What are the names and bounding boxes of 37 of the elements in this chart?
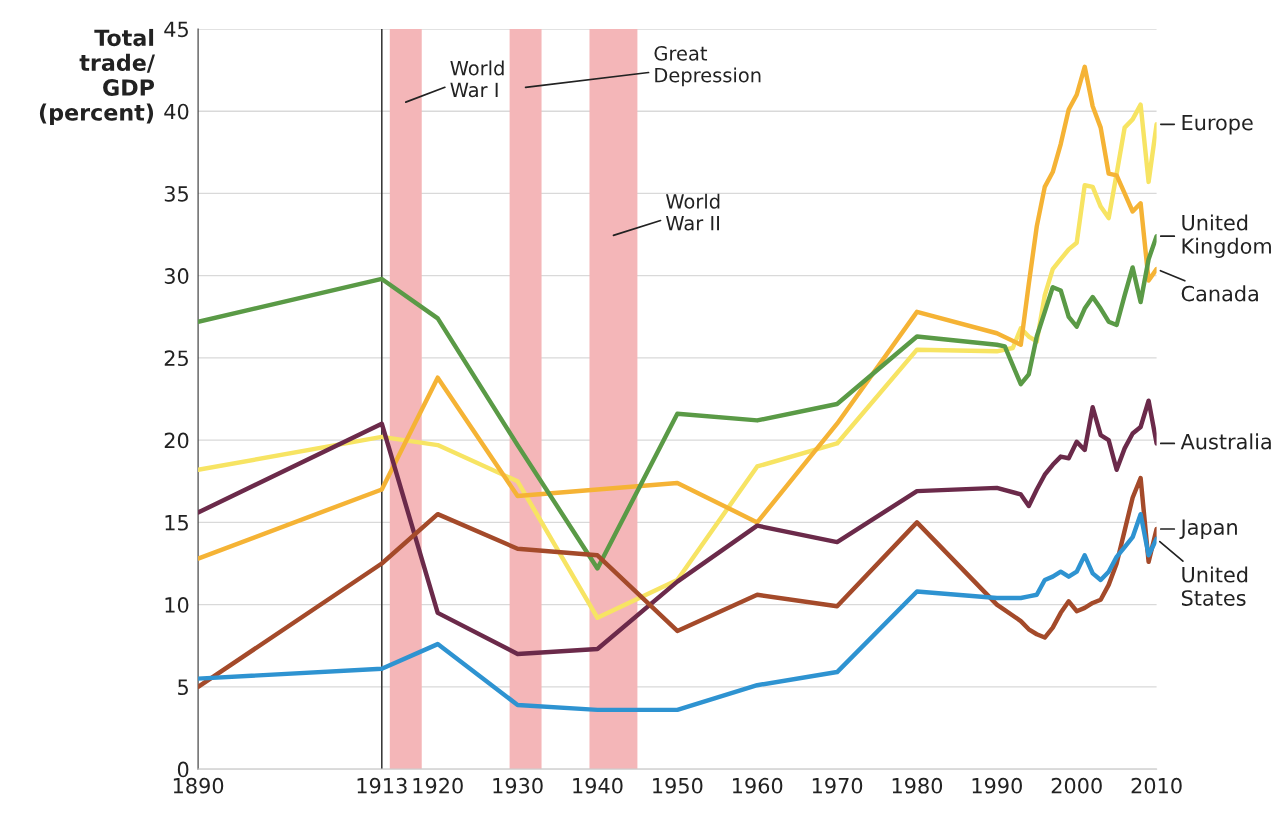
y-tick-label: 30	[164, 268, 189, 284]
line-series	[198, 233, 1157, 571]
y-tick-label: 45	[164, 21, 188, 38]
band-label: World War I	[450, 60, 504, 98]
x-tick-label: 2010	[1131, 777, 1182, 794]
y-tick-label: 25	[164, 350, 188, 367]
x-tick-label: 1940	[573, 777, 623, 794]
y-tick-label: 15	[165, 515, 188, 531]
x-tick-label: 1890	[173, 777, 224, 794]
x-tick-label: 1970	[812, 777, 863, 794]
x-tick-label: 1960	[732, 777, 783, 794]
x-tick-label: 1920	[413, 777, 463, 794]
y-tick-label: 5	[178, 679, 188, 696]
x-tick-label: 1980	[892, 777, 943, 794]
x-tick-label: 1950	[653, 777, 703, 794]
band-label: World War II	[666, 193, 720, 231]
band-label: Great Depression	[654, 46, 761, 87]
series-label: United States	[1181, 566, 1248, 606]
series-label: Japan	[1179, 519, 1237, 540]
line-series	[198, 475, 1157, 690]
series-label: Australia	[1180, 433, 1271, 450]
x-tick-label: 1913	[357, 777, 407, 794]
y-tick-label: 0	[177, 761, 189, 778]
y-tick-label: 10	[165, 597, 189, 613]
line-series	[198, 398, 1157, 657]
y-tick-label: 40	[164, 103, 189, 120]
line-series	[198, 102, 1157, 621]
line-series	[198, 511, 1157, 713]
y-tick-label: 35	[164, 185, 188, 202]
y-tick-label: 20	[164, 432, 189, 449]
series-label: United Kingdom	[1182, 214, 1271, 258]
x-tick-label: 1930	[493, 777, 543, 794]
x-tick-label: 2000	[1051, 777, 1102, 794]
y-axis-title: Total trade/ GDP (percent)	[39, 28, 155, 126]
series-label: Europe	[1182, 114, 1253, 135]
x-tick-label: 1990	[972, 777, 1022, 794]
series-label: Canada	[1181, 285, 1258, 302]
